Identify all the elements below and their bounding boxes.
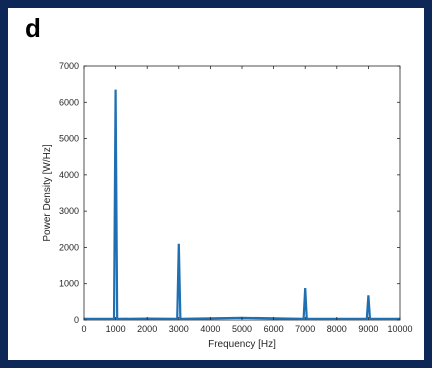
- x-tick-label: 0: [81, 324, 86, 334]
- y-tick-label: 3000: [59, 206, 79, 216]
- y-tick-label: 2000: [59, 242, 79, 252]
- x-tick-label: 8000: [327, 324, 347, 334]
- y-tick-label: 6000: [59, 97, 79, 107]
- x-tick-label: 5000: [232, 324, 252, 334]
- y-axis-label: Power Density [W/Hz]: [42, 144, 53, 241]
- x-tick-label: 3000: [169, 324, 189, 334]
- y-tick-label: 1000: [59, 279, 79, 289]
- axes-box: [83, 65, 401, 321]
- x-axis: 0 1000 2000 3000 4000 5000 6000 7000 8000 9000 100…: [81, 66, 413, 334]
- x-tick-label: 10000: [387, 324, 412, 334]
- y-axis: 0 1000 2000 3000 4000 5000 6000 7000: [59, 61, 400, 325]
- series-line-0: [84, 89, 400, 321]
- x-tick-label: 2000: [137, 324, 157, 334]
- y-tick-label: 4000: [59, 170, 79, 180]
- x-tick-label: 1000: [106, 324, 126, 334]
- x-tick-label: 9000: [358, 324, 378, 334]
- x-tick-label: 4000: [200, 324, 220, 334]
- x-axis-label: Frequency [Hz]: [208, 339, 276, 350]
- panel-letter: d: [25, 13, 41, 43]
- y-tick-label: 5000: [59, 134, 79, 144]
- y-tick-label: 0: [74, 315, 79, 325]
- x-tick-label: 7000: [295, 324, 315, 334]
- x-tick-label: 6000: [264, 324, 284, 334]
- plot-area: [83, 65, 401, 321]
- y-tick-label: 7000: [59, 61, 79, 71]
